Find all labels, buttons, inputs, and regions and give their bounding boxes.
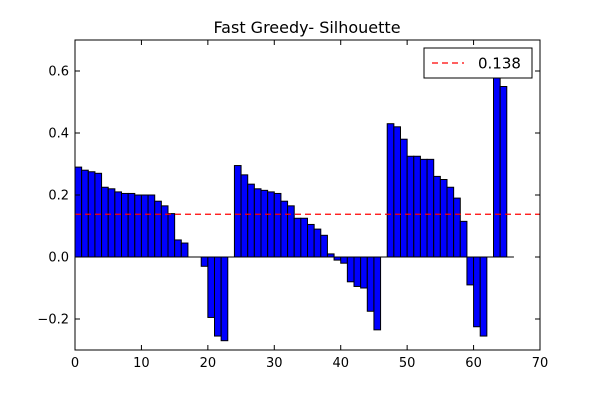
bar (147, 194, 156, 258)
bar (313, 228, 322, 258)
bar (267, 191, 275, 258)
bar (340, 256, 348, 264)
bar (167, 213, 176, 258)
bar (214, 256, 222, 337)
bar (207, 256, 216, 318)
bars-group (74, 75, 514, 342)
bar (180, 242, 189, 258)
x-tick-label: 60 (465, 356, 482, 371)
x-tick-label: 20 (200, 356, 217, 371)
bar (81, 169, 89, 258)
bar (406, 155, 415, 258)
y-tick-label: 0.2 (48, 189, 69, 204)
x-tick-label: 50 (399, 356, 416, 371)
bar (473, 256, 481, 328)
bar (320, 234, 328, 258)
y-tick-label: 0.0 (48, 251, 69, 266)
bar (326, 253, 335, 258)
bar (479, 256, 488, 337)
bar (260, 189, 269, 258)
bar (439, 179, 448, 258)
bar (127, 192, 136, 258)
bar (273, 192, 282, 258)
bar (300, 217, 309, 258)
y-tick-label: 0.6 (48, 65, 69, 80)
bar (160, 205, 169, 258)
chart-title: Fast Greedy- Silhouette (213, 18, 400, 37)
bar (280, 200, 289, 258)
bar (247, 183, 255, 258)
x-tick-label: 30 (266, 356, 283, 371)
bar (240, 174, 249, 258)
bar (366, 256, 375, 312)
bar (346, 256, 355, 283)
bar (393, 126, 402, 258)
bar (140, 194, 149, 258)
bar (74, 166, 83, 258)
bar (413, 155, 421, 258)
x-tick-label: 10 (133, 356, 150, 371)
bar (360, 256, 368, 289)
bar (220, 256, 229, 342)
bar (459, 220, 468, 258)
bar (101, 186, 109, 258)
bar (154, 200, 162, 258)
bar (446, 186, 455, 258)
y-tick-label: −0.2 (37, 313, 69, 328)
bar (94, 172, 103, 258)
bar (499, 86, 508, 258)
bar (253, 188, 262, 258)
bar (400, 138, 408, 258)
bar (353, 256, 362, 287)
bar (287, 205, 295, 258)
bar (433, 175, 441, 258)
bar (466, 256, 475, 286)
bar (333, 256, 342, 261)
legend-label: 0.138 (478, 55, 521, 73)
x-tick-label: 0 (71, 356, 79, 371)
bar (233, 165, 242, 258)
x-tick-label: 40 (332, 356, 349, 371)
legend: 0.138 (423, 47, 533, 79)
bar (453, 197, 461, 258)
axes-group: 0 10 20 30 40 50 60 70 −0.2 0.0 0.2 0.4 0.6 (37, 39, 549, 371)
x-tick-label: 70 (532, 356, 549, 371)
bar (386, 123, 395, 258)
bar (174, 239, 182, 258)
y-tick-label: 0.4 (48, 127, 69, 142)
bar (114, 191, 122, 258)
bar (293, 217, 302, 258)
bar (419, 158, 428, 258)
bar (121, 192, 129, 258)
bar (493, 75, 501, 258)
bar (107, 188, 116, 258)
bar (134, 194, 142, 258)
bar (426, 158, 435, 258)
bar (307, 223, 315, 258)
bar (373, 256, 382, 331)
bar (200, 256, 209, 267)
